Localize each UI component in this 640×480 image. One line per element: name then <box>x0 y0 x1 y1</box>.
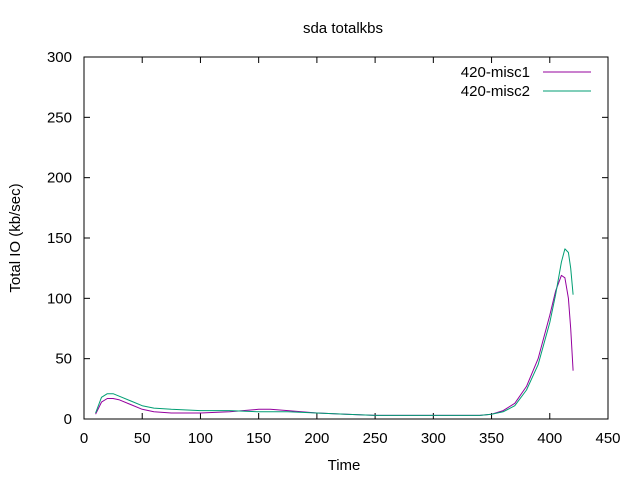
legend: 420-misc1 420-misc2 <box>461 64 591 100</box>
y-tick-label: 150 <box>47 230 72 247</box>
y-tick-label: 300 <box>47 49 72 66</box>
legend-label: 420-misc1 <box>461 64 530 81</box>
y-tick-label: 200 <box>47 170 72 187</box>
x-tick-label: 50 <box>134 430 151 447</box>
x-tick-label: 400 <box>537 430 562 447</box>
x-tick-label: 300 <box>421 430 446 447</box>
x-tick-label: 250 <box>363 430 388 447</box>
y-tick-label: 250 <box>47 109 72 126</box>
plot-frame <box>83 56 609 420</box>
y-tick-label: 100 <box>47 290 72 307</box>
x-tick-label: 0 <box>80 430 88 447</box>
y-axis: 0 50 100 150 200 250 300 <box>47 49 608 428</box>
y-tick-label: 50 <box>55 351 72 368</box>
x-tick-label: 350 <box>479 430 504 447</box>
legend-label: 420-misc2 <box>461 83 530 100</box>
x-tick-label: 200 <box>304 430 329 447</box>
x-tick-label: 150 <box>246 430 271 447</box>
y-tick-label: 0 <box>64 411 72 428</box>
x-axis-label: Time <box>328 457 361 474</box>
series-line-420-misc2 <box>95 248 574 416</box>
y-axis-label: Total IO (kb/sec) <box>7 183 24 292</box>
x-axis: 0 50 100 150 200 250 300 350 400 450 <box>80 57 621 447</box>
chart-title: sda totalkbs <box>303 20 383 37</box>
x-tick-label: 100 <box>188 430 213 447</box>
x-tick-label: 450 <box>595 430 620 447</box>
series-lines <box>95 248 574 416</box>
series-line-420-misc1 <box>95 274 574 416</box>
